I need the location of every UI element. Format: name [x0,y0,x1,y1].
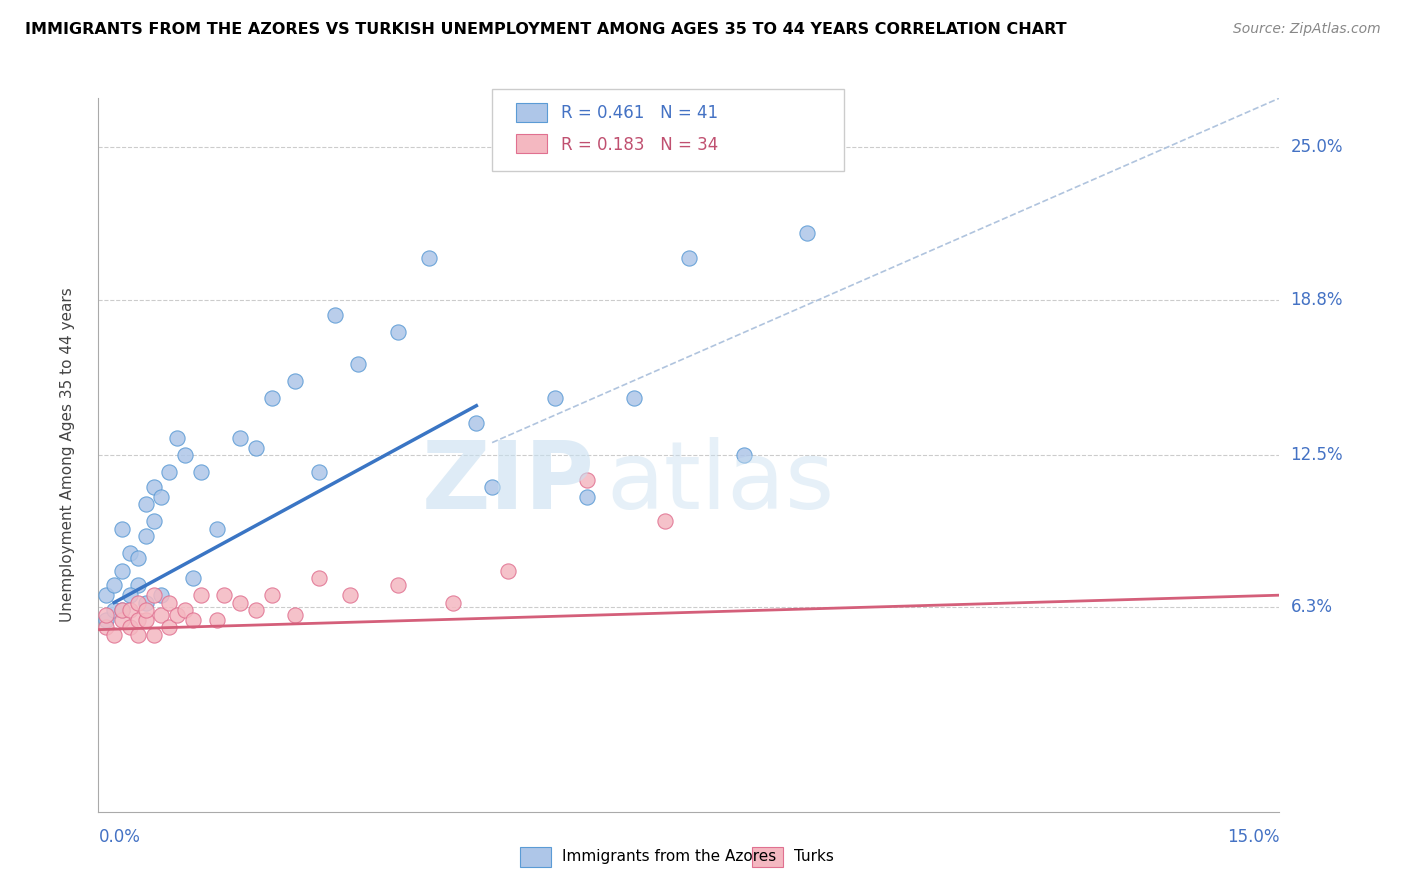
Text: 25.0%: 25.0% [1291,138,1343,156]
Point [481,480,503,494]
Point [135,596,157,610]
Text: 18.8%: 18.8% [1291,291,1343,309]
Point [118,603,141,617]
Text: ZIP: ZIP [422,437,595,530]
Point [205,613,228,627]
Point [142,514,165,528]
Point [127,627,149,641]
Point [127,551,149,566]
Text: atlas: atlas [606,437,835,530]
Point [111,603,134,617]
Point [308,465,330,479]
Point [127,596,149,610]
Point [387,578,409,592]
Point [496,564,519,578]
Point [190,588,212,602]
Point [150,607,173,622]
Point [245,603,267,617]
Point [654,514,676,528]
Point [96,588,118,602]
Text: Immigrants from the Azores: Immigrants from the Azores [562,849,776,863]
Point [623,392,645,406]
Point [96,620,118,634]
Text: Turks: Turks [794,849,834,863]
Point [733,448,755,462]
Point [142,480,165,494]
Text: 6.3%: 6.3% [1291,599,1333,616]
Point [181,613,204,627]
Point [96,613,118,627]
Point [157,596,180,610]
Point [387,325,409,339]
Point [441,596,464,610]
Point [284,374,307,388]
Point [157,465,180,479]
Point [111,522,134,536]
Point [575,490,598,504]
Y-axis label: Unemployment Among Ages 35 to 44 years: Unemployment Among Ages 35 to 44 years [60,287,75,623]
Point [142,588,165,602]
Point [796,227,818,241]
Point [103,578,125,592]
Point [323,308,346,322]
Point [103,603,125,617]
Point [245,441,267,455]
Point [174,448,197,462]
Point [166,607,188,622]
Point [214,588,236,602]
Point [544,392,567,406]
Text: Source: ZipAtlas.com: Source: ZipAtlas.com [1233,22,1381,37]
Point [181,571,204,585]
Point [260,392,283,406]
Text: 0.0%: 0.0% [98,829,141,847]
Point [284,607,307,622]
Point [135,603,157,617]
Point [118,620,141,634]
Point [157,620,180,634]
Point [118,588,141,602]
Point [205,522,228,536]
Point [229,596,252,610]
Point [150,588,173,602]
Point [111,603,134,617]
Point [111,613,134,627]
Point [142,627,165,641]
Text: R = 0.183   N = 34: R = 0.183 N = 34 [561,136,718,153]
Point [678,251,700,265]
Point [135,497,157,511]
Text: IMMIGRANTS FROM THE AZORES VS TURKISH UNEMPLOYMENT AMONG AGES 35 TO 44 YEARS COR: IMMIGRANTS FROM THE AZORES VS TURKISH UN… [25,22,1067,37]
Point [229,431,252,445]
Text: 12.5%: 12.5% [1291,446,1343,464]
Point [111,564,134,578]
Point [347,357,370,371]
Point [150,490,173,504]
Point [127,613,149,627]
Point [135,529,157,543]
Text: R = 0.461   N = 41: R = 0.461 N = 41 [561,104,718,122]
Point [103,627,125,641]
Point [96,607,118,622]
Point [465,416,488,430]
Point [166,431,188,445]
Point [174,603,197,617]
Point [339,588,361,602]
Point [418,251,440,265]
Point [127,578,149,592]
Point [308,571,330,585]
Text: 15.0%: 15.0% [1227,829,1279,847]
Point [260,588,283,602]
Point [575,473,598,487]
Point [118,546,141,560]
Point [190,465,212,479]
Point [135,613,157,627]
